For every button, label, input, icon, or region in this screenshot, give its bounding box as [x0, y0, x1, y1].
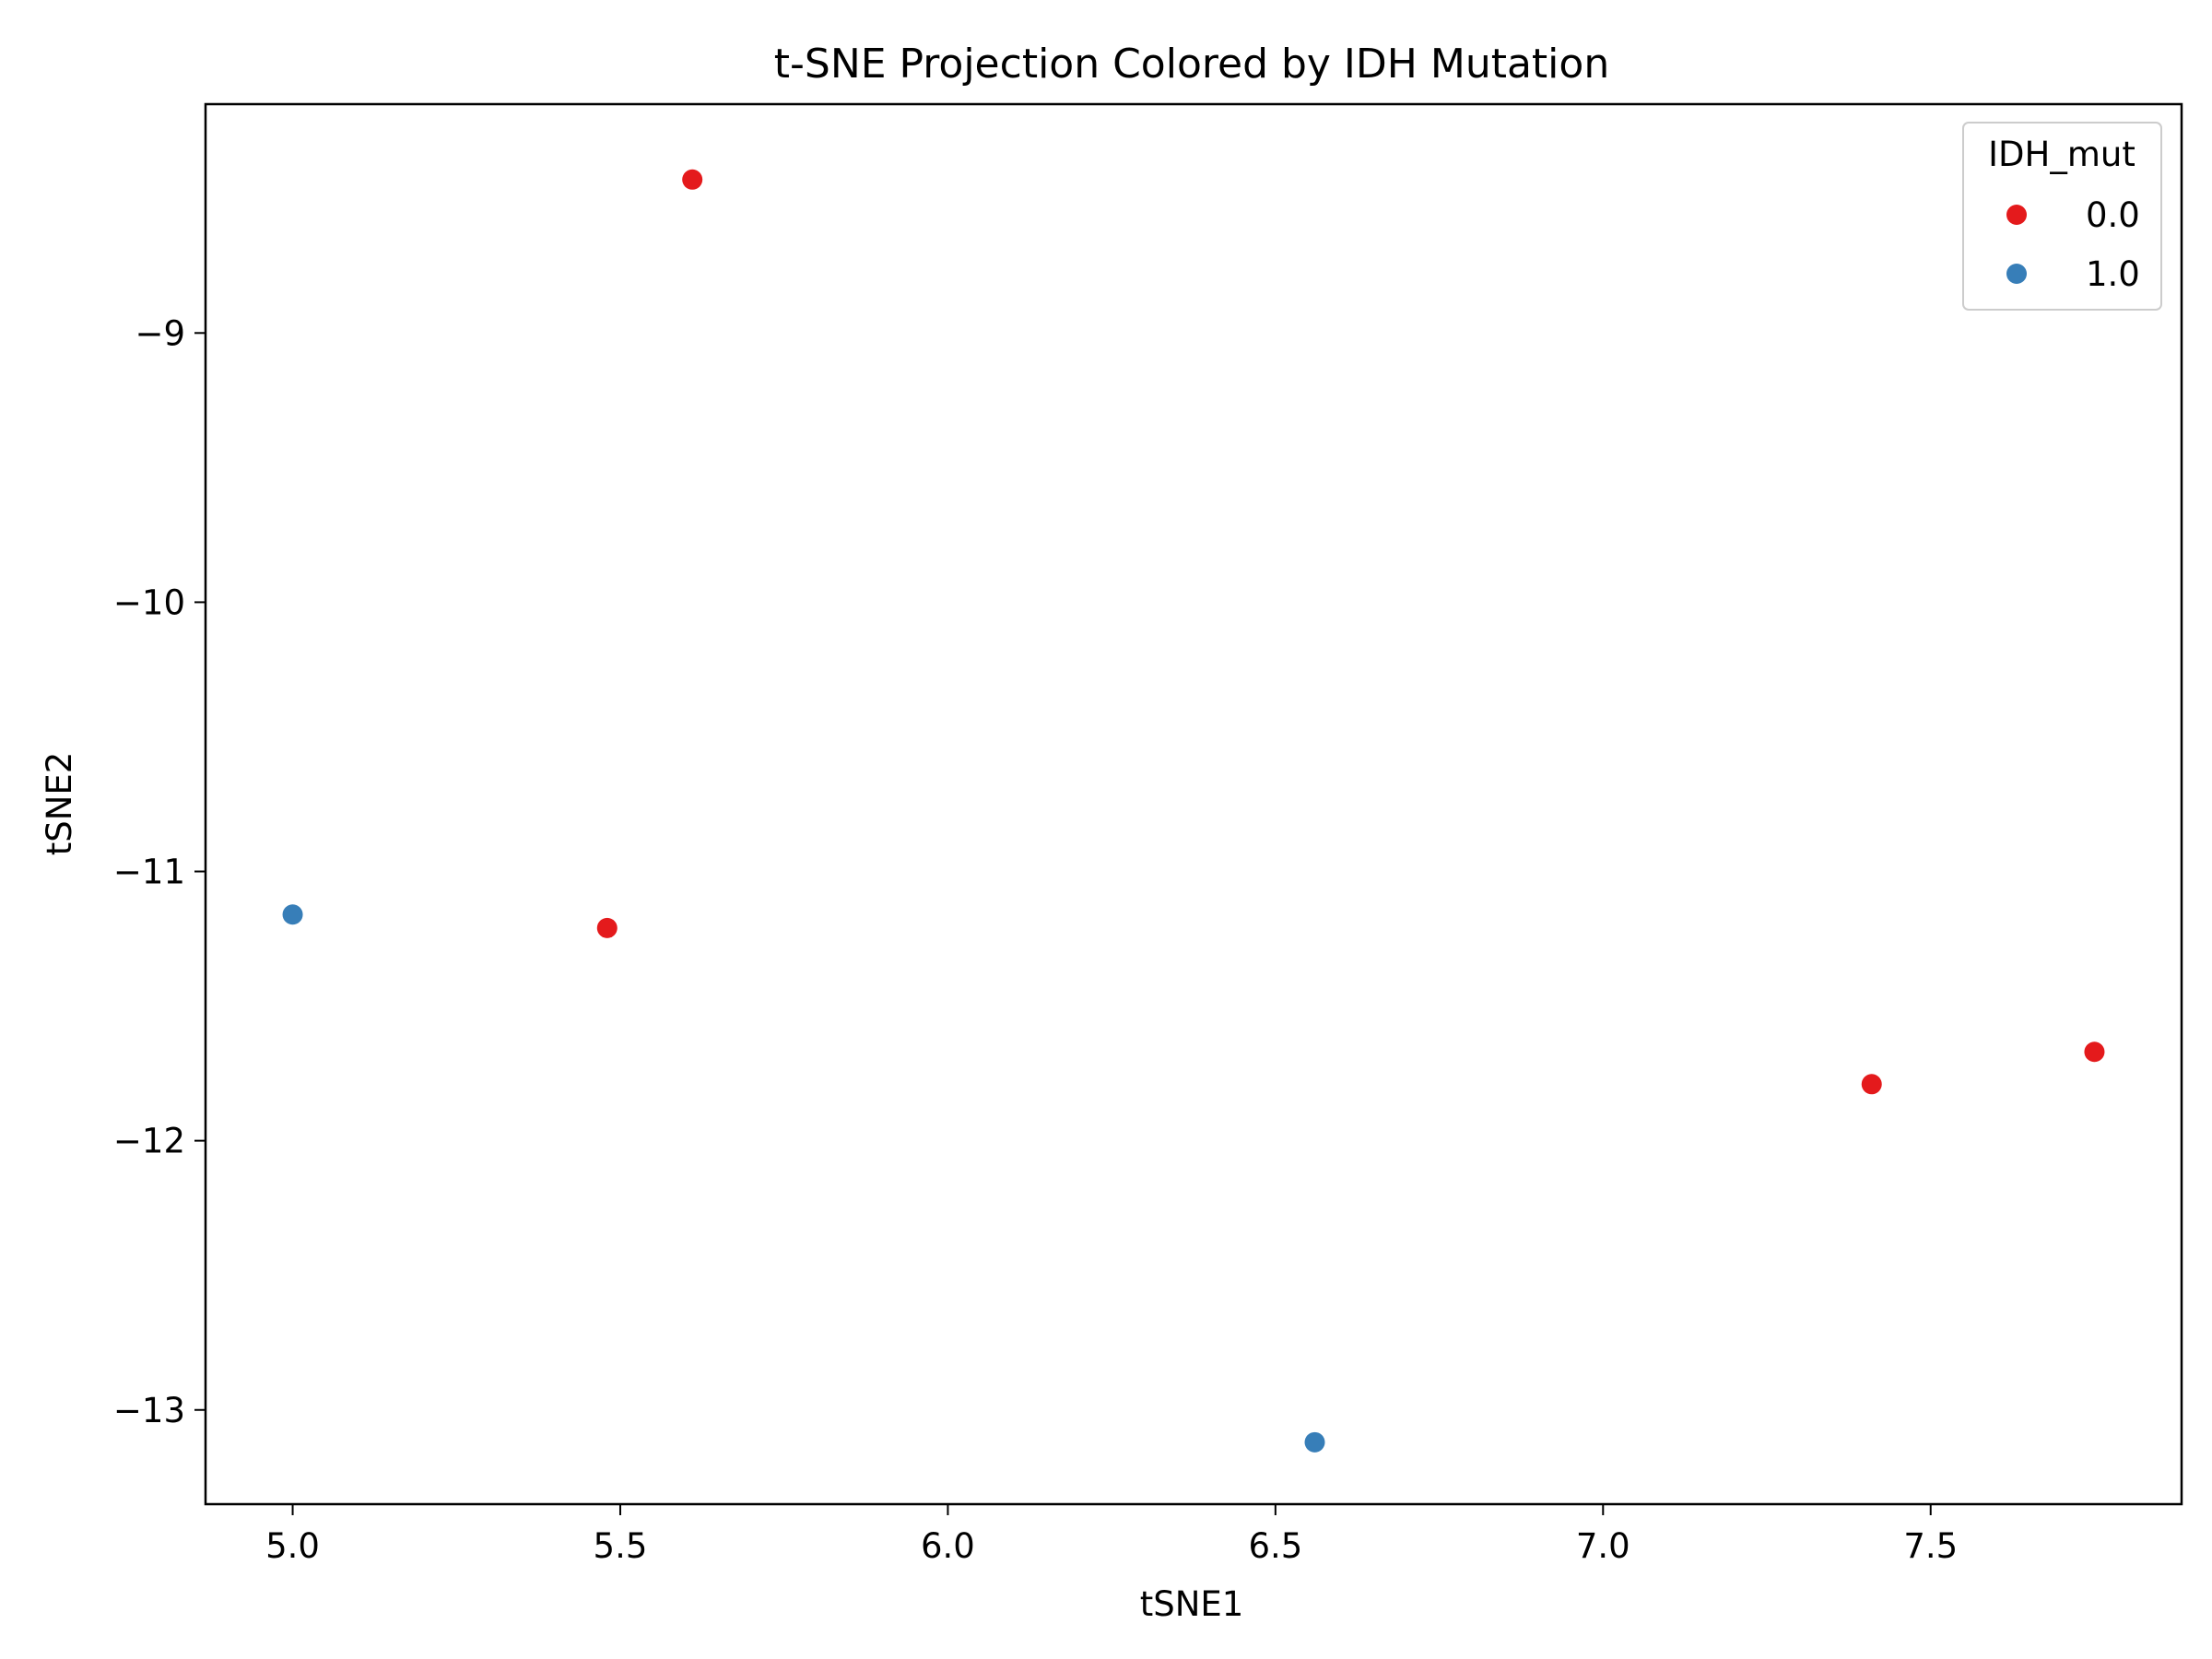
- data-point-series-1: [1304, 1431, 1325, 1453]
- legend: IDH_mut 0.0 1.0: [1962, 122, 2162, 311]
- x-tick-label: 6.0: [921, 1526, 975, 1566]
- data-point-series-0: [2084, 1041, 2105, 1063]
- plot-frame: [204, 102, 2183, 1506]
- legend-box: [1962, 122, 2162, 311]
- x-tick-label: 5.5: [594, 1526, 648, 1566]
- y-tick-label: −12: [113, 1122, 185, 1161]
- data-point-series-1: [282, 904, 303, 925]
- data-point-series-0: [682, 169, 703, 190]
- data-points: [282, 169, 2105, 1453]
- chart-title: t-SNE Projection Colored by IDH Mutation: [774, 41, 1609, 88]
- y-axis: −9 −10 −11 −12 −13: [113, 313, 206, 1430]
- legend-title: IDH_mut: [1988, 135, 2136, 174]
- x-tick-label: 5.0: [265, 1526, 320, 1566]
- legend-marker-1: [2006, 264, 2027, 284]
- data-point-series-0: [596, 917, 618, 938]
- data-point-series-0: [1861, 1074, 1882, 1095]
- y-tick-label: −13: [113, 1391, 185, 1430]
- legend-marker-0: [2006, 205, 2027, 225]
- y-axis-label: tSNE2: [40, 752, 79, 856]
- x-axis: 5.0 5.5 6.0 6.5 7.0 7.5: [265, 1504, 1958, 1566]
- x-axis-label: tSNE1: [1140, 1584, 1244, 1624]
- y-tick-label: −9: [135, 313, 185, 353]
- y-tick-label: −10: [113, 582, 185, 622]
- legend-label-0: 0.0: [2086, 195, 2140, 235]
- x-tick-label: 7.5: [1903, 1526, 1958, 1566]
- plot-area: [206, 104, 2182, 1504]
- y-tick-label: −11: [113, 853, 185, 892]
- x-tick-label: 6.5: [1248, 1526, 1302, 1566]
- legend-label-1: 1.0: [2086, 254, 2140, 294]
- x-tick-label: 7.0: [1576, 1526, 1630, 1566]
